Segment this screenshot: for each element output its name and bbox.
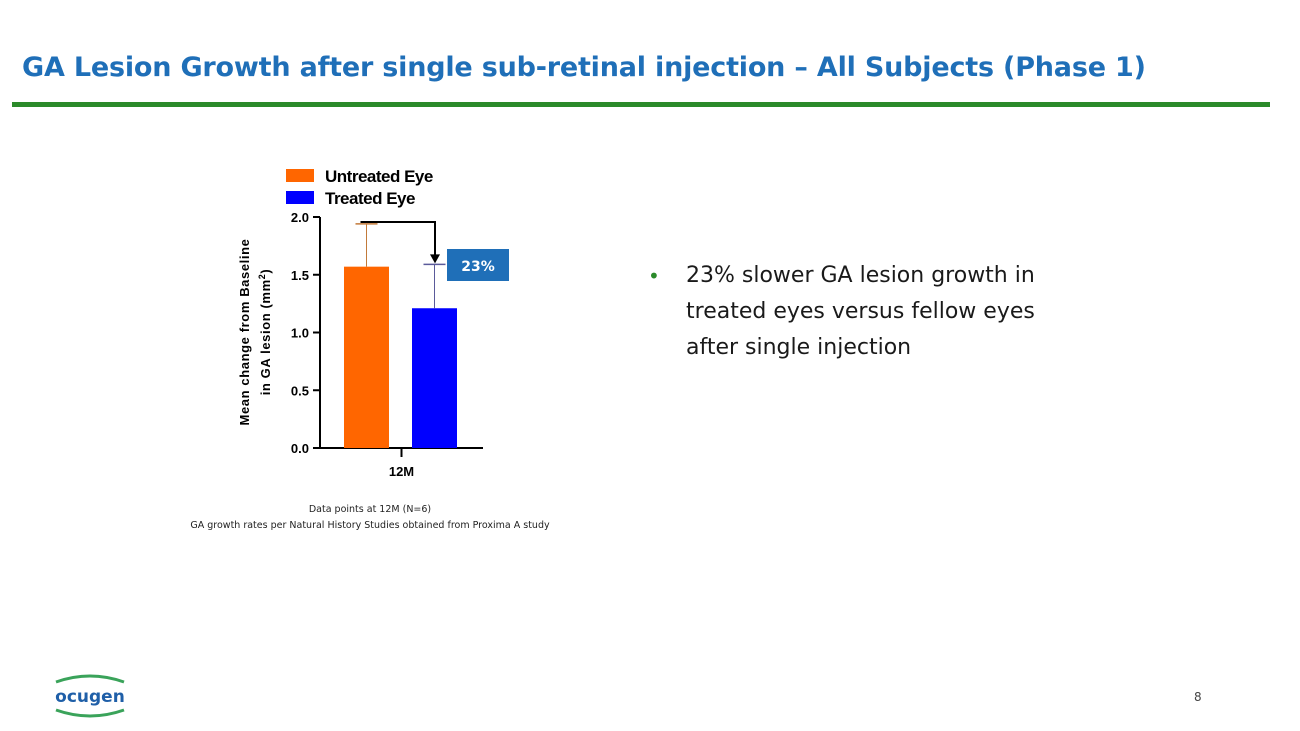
- ocugen-logo: ocugen: [55, 674, 125, 718]
- legend-label-1: Treated Eye: [325, 189, 415, 208]
- y-tick-label-2: 1.0: [291, 326, 309, 341]
- key-finding-text: 23% slower GA lesion growth in treated e…: [686, 263, 1035, 360]
- chart-note-data-points: Data points at 12M (N=6): [308, 504, 432, 515]
- percent-callout-box: [447, 249, 509, 281]
- comparison-arrow: [360, 221, 436, 257]
- bullet-dot-icon: •: [648, 264, 660, 288]
- logo-swoosh-bottom: [55, 708, 125, 718]
- logo-text: ocugen: [55, 687, 125, 707]
- page-number: 8: [1194, 690, 1202, 704]
- comparison-arrowhead: [430, 254, 440, 264]
- chart-note-source: GA growth rates per Natural History Stud…: [190, 520, 550, 531]
- slide-title: GA Lesion Growth after single sub-retina…: [22, 52, 1146, 83]
- logo-swoosh-top: [55, 674, 125, 684]
- percent-callout-label: 23%: [461, 259, 495, 275]
- title-divider: [12, 102, 1270, 107]
- bar-treated-eye: [412, 308, 457, 448]
- x-tick-label-12m: 12M: [389, 464, 414, 479]
- y-axis-label-line1: Mean change from Baseline: [237, 239, 252, 426]
- y-axis-label: Mean change from Baseline in GA lesion (m…: [237, 239, 273, 426]
- y-axis-label-line2: in GA lesion (mm2): [257, 269, 273, 396]
- y-tick-label-3: 1.5: [291, 268, 309, 283]
- legend-label-0: Untreated Eye: [325, 167, 433, 186]
- bar-untreated-eye: [344, 266, 389, 448]
- y-tick-label-0: 0.0: [291, 441, 309, 456]
- y-tick-label-1: 0.5: [291, 383, 309, 398]
- y-tick-label-4: 2.0: [291, 210, 309, 225]
- legend-swatch-1: [286, 191, 314, 204]
- legend-swatch-0: [286, 169, 314, 182]
